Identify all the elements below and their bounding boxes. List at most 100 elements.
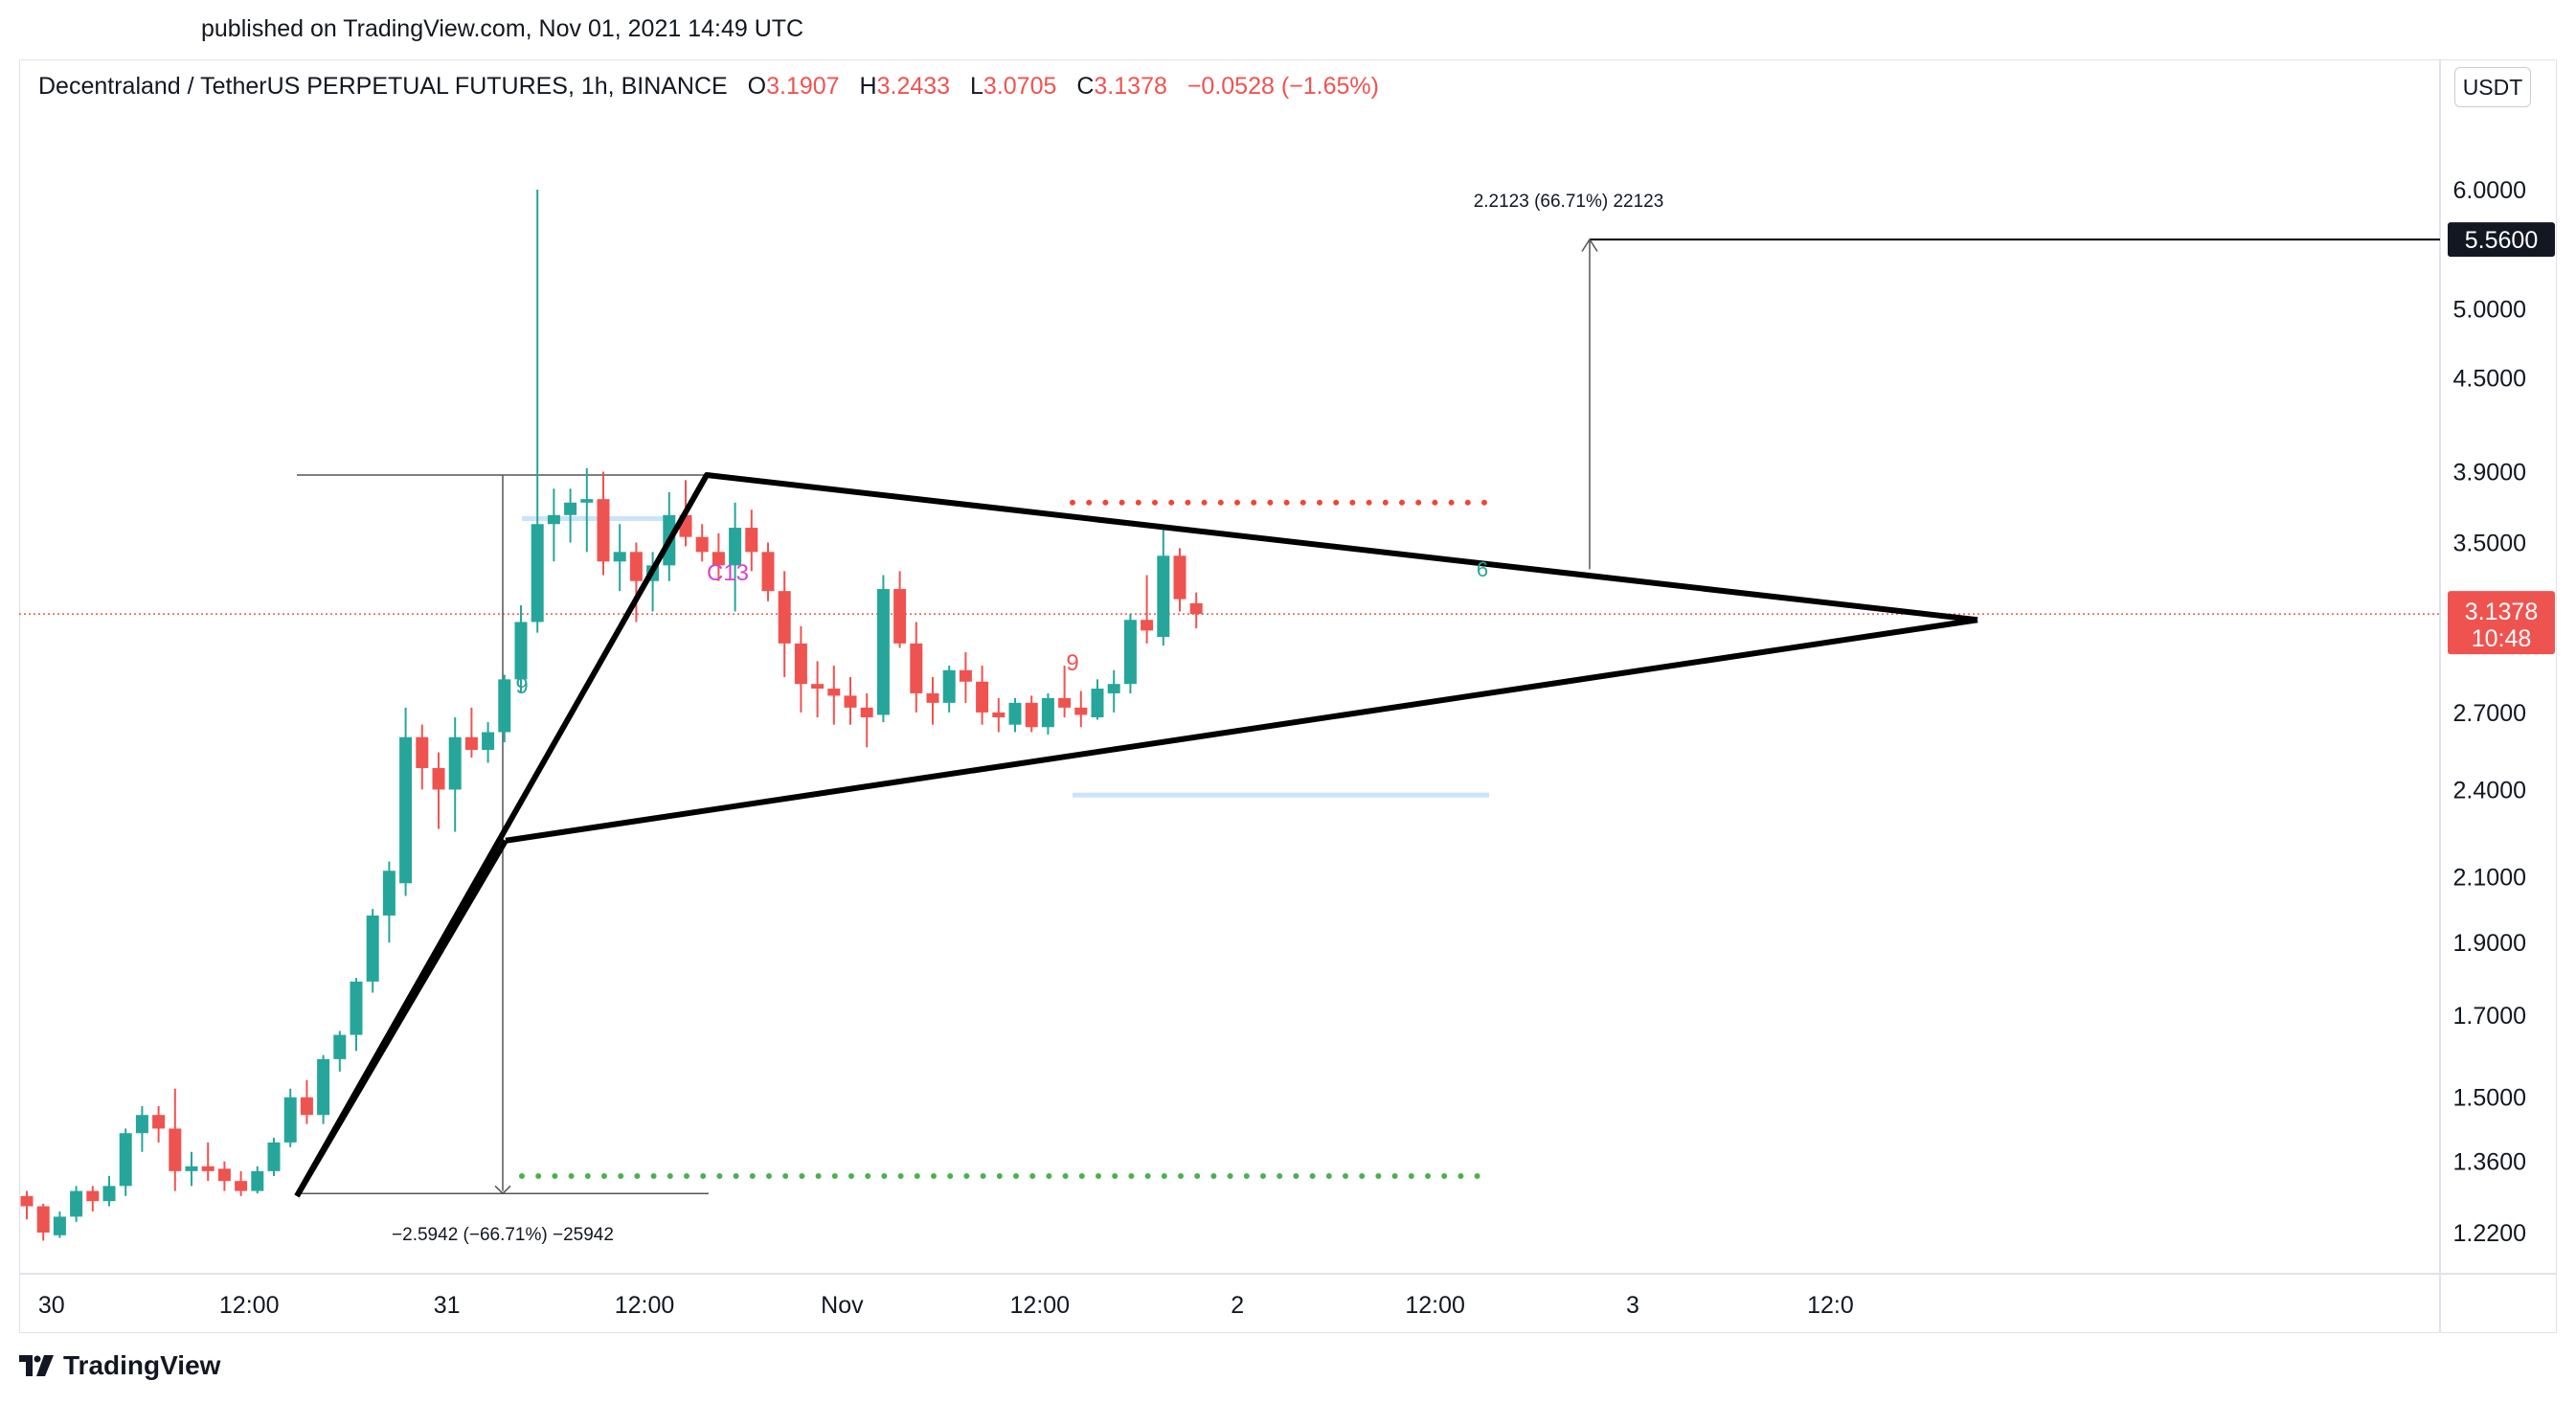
candle-body <box>514 622 528 680</box>
candle-body <box>382 871 395 916</box>
candles <box>20 190 1203 1241</box>
candle-body <box>185 1166 198 1171</box>
symbol-title[interactable]: Decentraland / TetherUS PERPETUAL FUTURE… <box>38 73 728 100</box>
candle-body <box>1074 707 1088 715</box>
measure-arrow-head <box>494 1185 511 1195</box>
candle-body <box>844 695 857 708</box>
time-tick-label: 12:00 <box>1010 1292 1071 1319</box>
time-tick-label: 12:00 <box>1405 1292 1465 1319</box>
time-tick-label: 12:00 <box>615 1292 675 1319</box>
price-tick-label: 1.5000 <box>2453 1085 2526 1112</box>
price-tick-label: 3.9000 <box>2453 460 2526 487</box>
candle-body <box>893 589 907 644</box>
candle-body <box>629 552 643 581</box>
flagpole-and-upper-trendline <box>294 472 1978 1198</box>
candle-body <box>729 528 742 566</box>
price-tick-label: 1.3600 <box>2453 1149 2526 1176</box>
price-tick-label: 1.9000 <box>2453 930 2526 957</box>
time-tick-label: 3 <box>1626 1292 1639 1319</box>
candle-body <box>498 679 511 733</box>
tradingview-logo[interactable]: TradingView <box>19 1350 220 1381</box>
brand-name: TradingView <box>63 1350 221 1380</box>
price-tick-label: 2.4000 <box>2453 777 2526 804</box>
candle-body <box>1157 555 1170 638</box>
candle-body <box>70 1190 83 1217</box>
labels: 6.0000 5.0000 4.5000 3.9000 3.5000 2.7000 2.40… <box>38 177 2555 1319</box>
currency-button[interactable]: USDT <box>2454 67 2531 107</box>
price-tick-label: 5.0000 <box>2453 297 2526 324</box>
candle-body <box>745 528 758 553</box>
candle-body <box>251 1170 264 1191</box>
published-caption: published on TradingView.com, Nov 01, 20… <box>201 15 804 42</box>
price-tick-label: 6.0000 <box>2453 177 2526 204</box>
candle-body <box>992 712 1006 717</box>
price-tick-label: 1.7000 <box>2453 1003 2526 1030</box>
candle-body <box>53 1216 66 1235</box>
candle-body <box>86 1190 100 1202</box>
td-c13-label: C13 <box>707 560 749 586</box>
candle-body <box>1107 684 1120 693</box>
countdown-text: 10:48 <box>2472 625 2532 652</box>
candle-body <box>119 1133 132 1187</box>
candle-body <box>778 591 791 644</box>
open-value: 3.1907 <box>766 73 840 100</box>
candle-body <box>317 1058 330 1116</box>
td-nine-label: 9 <box>515 673 528 699</box>
axes <box>19 59 2557 1333</box>
price-tick-label: 2.7000 <box>2453 700 2526 727</box>
candle-body <box>432 768 445 790</box>
tradingview-logo-icon <box>19 1355 54 1376</box>
time-tick-label: Nov <box>821 1292 864 1319</box>
candle-body <box>1058 697 1072 708</box>
candle-body <box>547 514 560 525</box>
change-value: −0.0528 (−1.65%) <box>1186 73 1379 100</box>
candle-body <box>399 736 413 884</box>
candle-body <box>152 1115 166 1129</box>
candle-body <box>1141 620 1154 631</box>
candle-body <box>350 981 363 1035</box>
candle-body <box>910 643 923 693</box>
candle-body <box>926 692 939 703</box>
candle-body <box>1189 602 1203 615</box>
candle-body <box>217 1168 231 1182</box>
candle-body <box>416 736 429 769</box>
candle-body <box>1008 702 1022 725</box>
td-nine-sell-label: 9 <box>1066 650 1078 676</box>
target-price-tag <box>2448 222 2555 258</box>
candle-body <box>333 1034 347 1059</box>
candle-body <box>283 1097 297 1143</box>
candle-body <box>976 681 989 713</box>
candle-body <box>794 643 807 685</box>
candle-body <box>811 684 825 690</box>
candle-body <box>300 1097 313 1116</box>
low-value: 3.0705 <box>983 73 1057 100</box>
high-value: 3.2433 <box>876 73 951 100</box>
pattern-lines <box>294 472 1978 1198</box>
candle-body <box>1091 689 1104 717</box>
candle-body <box>235 1181 248 1191</box>
price-chart[interactable]: 6.0000 5.0000 4.5000 3.9000 3.5000 2.7000 2.40… <box>0 0 2576 1341</box>
measure-up-label: 2.2123 (66.71%) 22123 <box>1474 192 1664 212</box>
last-price-text: 3.1378 <box>2465 599 2538 625</box>
candle-body <box>448 736 462 790</box>
candle-body <box>482 732 495 750</box>
candle-body <box>959 669 972 682</box>
candle-body <box>102 1186 116 1202</box>
symbol-legend: Decentraland / TetherUS PERPETUAL FUTURE… <box>38 73 1379 101</box>
candle-body <box>695 536 709 553</box>
candle-body <box>564 502 577 515</box>
flagpole-line <box>294 839 508 1198</box>
price-tick-label: 2.1000 <box>2453 865 2526 892</box>
price-tick-label: 4.5000 <box>2453 366 2526 393</box>
candle-body <box>597 499 610 562</box>
candle-body <box>860 707 873 717</box>
candle-body <box>201 1166 215 1171</box>
candle-body <box>1123 620 1137 685</box>
candle-body <box>20 1195 34 1207</box>
last-price-tag <box>2448 591 2555 655</box>
price-tick-label: 3.5000 <box>2453 530 2526 556</box>
candle-body <box>876 589 890 715</box>
open-label: O <box>747 73 767 100</box>
candle-body <box>169 1128 182 1171</box>
candle-body <box>942 669 956 703</box>
